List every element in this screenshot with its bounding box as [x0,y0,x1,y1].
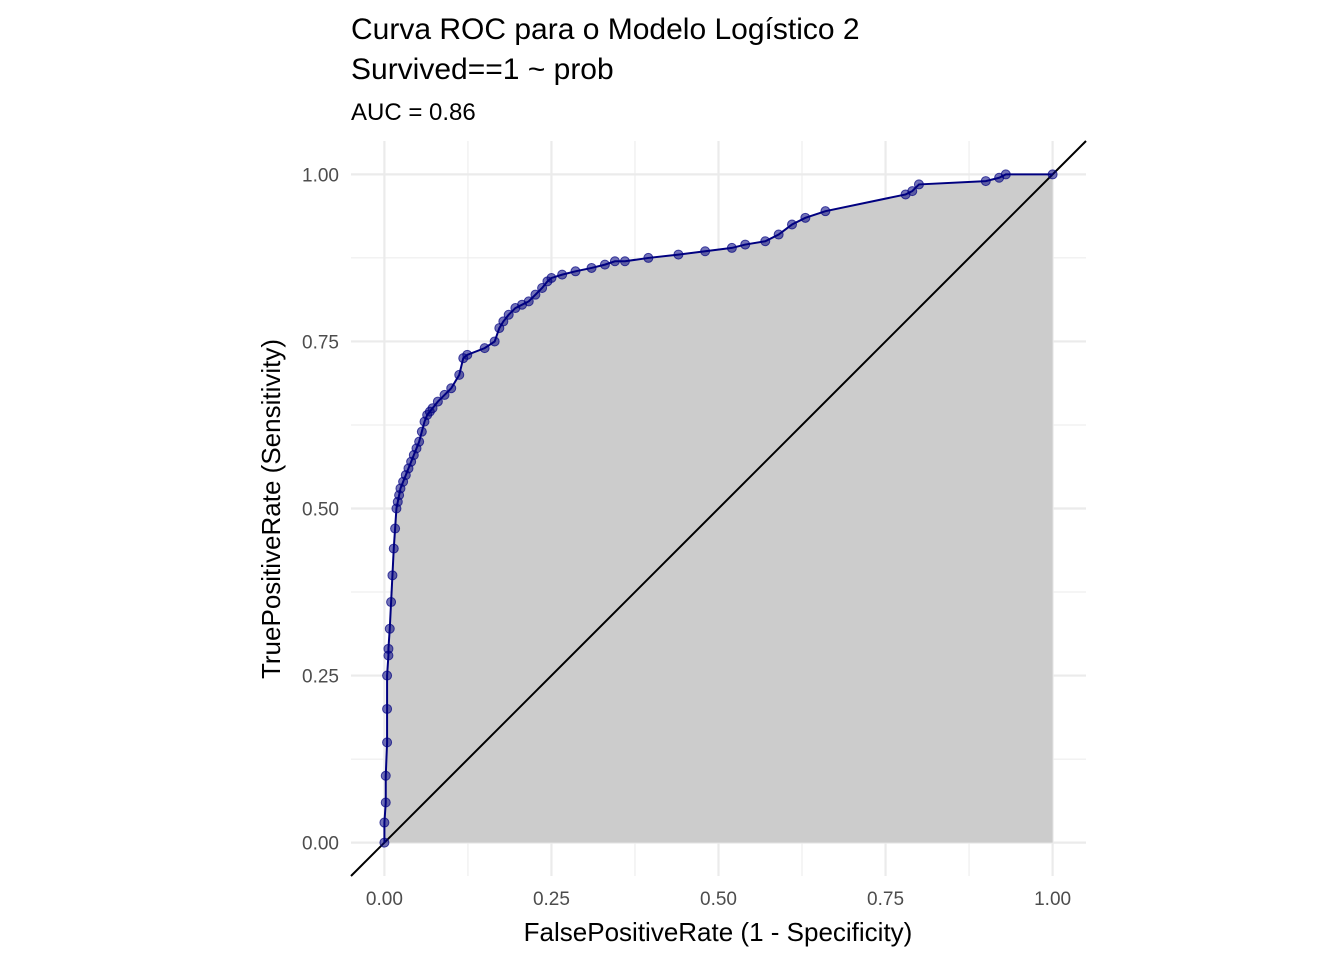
roc-point [820,206,831,217]
roc-point [537,283,548,293]
y-tick-label: 0.00 [302,834,339,855]
roc-point [557,269,568,280]
roc-point [503,309,514,320]
x-axis-tick-labels: 0.00 0.25 0.50 0.75 1.00 [366,889,1071,910]
roc-point [382,737,393,748]
roc-point [700,246,711,257]
roc-point [530,289,541,300]
chart-title-line-2: Survived==1 ~ prob [351,53,614,86]
roc-point [382,670,393,681]
roc-point [773,229,784,240]
roc-point [382,703,393,714]
roc-point [1047,169,1058,180]
roc-point [454,369,465,380]
roc-point [427,403,438,414]
y-axis-tick-labels: 0.00 0.25 0.50 0.75 1.00 [302,165,339,854]
roc-point [619,256,630,267]
roc-point [390,523,401,534]
roc-point [379,837,390,848]
roc-point [643,252,654,263]
chart-title: Curva ROC para o Modelo Logístico 2 Surv… [351,13,860,86]
roc-point [523,296,534,307]
roc-point [740,239,751,250]
roc-point [388,543,399,554]
roc-point [726,242,737,253]
roc-point [546,272,557,283]
roc-point [787,219,797,230]
roc-point [673,249,684,260]
roc-point [414,436,425,447]
x-tick-label: 1.00 [1034,889,1071,910]
y-axis-label: TruePositiveRate (Sensitivity) [256,339,286,679]
diagonal-reference-line [350,140,1087,877]
roc-point [380,770,391,781]
roc-point [907,186,918,197]
roc-point [980,176,991,187]
roc-point [387,570,398,581]
roc-point [1000,169,1011,180]
x-tick-label: 0.50 [700,889,737,910]
roc-point [379,817,390,828]
roc-point [498,316,509,327]
roc-point [416,426,427,437]
y-tick-label: 0.50 [302,500,339,521]
x-tick-label: 0.75 [867,889,904,910]
roc-point [609,256,620,267]
roc-point [383,643,394,654]
roc-point [380,797,391,808]
roc-point [800,212,811,223]
x-tick-label: 0.00 [366,889,403,910]
chart-subtitle: AUC = 0.86 [351,99,476,126]
y-tick-label: 1.00 [302,165,339,186]
y-tick-label: 0.25 [302,667,339,688]
roc-point [489,336,500,347]
roc-point [913,179,924,190]
roc-point [384,623,395,634]
roc-point [760,236,771,247]
roc-point [439,389,450,400]
x-tick-label: 0.25 [533,889,570,910]
y-tick-label: 0.75 [302,332,339,353]
roc-point [386,597,397,608]
roc-point [570,266,581,277]
roc-point [586,262,597,273]
roc-point [479,343,490,354]
roc-points [379,169,1058,848]
roc-point [599,259,610,270]
roc-point [462,349,473,360]
x-axis-label: FalsePositiveRate (1 - Specificity) [524,917,913,947]
roc-point [446,383,457,394]
chart-title-line-1: Curva ROC para o Modelo Logístico 2 [351,13,860,46]
roc-point [432,396,443,407]
